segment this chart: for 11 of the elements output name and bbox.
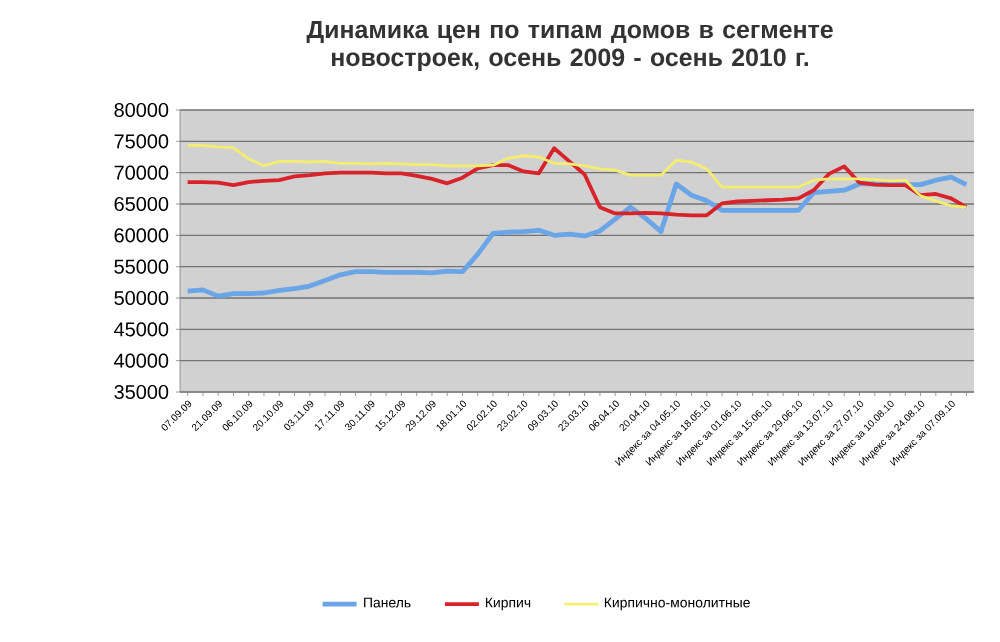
y-tick-label: 70000 [114,165,169,180]
y-tick-label: 75000 [114,134,169,149]
chart-title: Динамика цен по типам домов в сегменте новостроек, осень 2009 - осень 2010 г. [306,20,833,72]
y-tick-label: 40000 [114,353,169,368]
y-tick-label: 55000 [114,259,169,274]
y-tick-label: 80000 [114,102,169,118]
y-tick-label: 60000 [114,228,169,243]
y-tick-label: 65000 [114,196,169,212]
y-tick-label: 45000 [114,322,169,337]
y-tick-label: 50000 [114,290,169,306]
y-tick-label: 35000 [114,384,169,400]
